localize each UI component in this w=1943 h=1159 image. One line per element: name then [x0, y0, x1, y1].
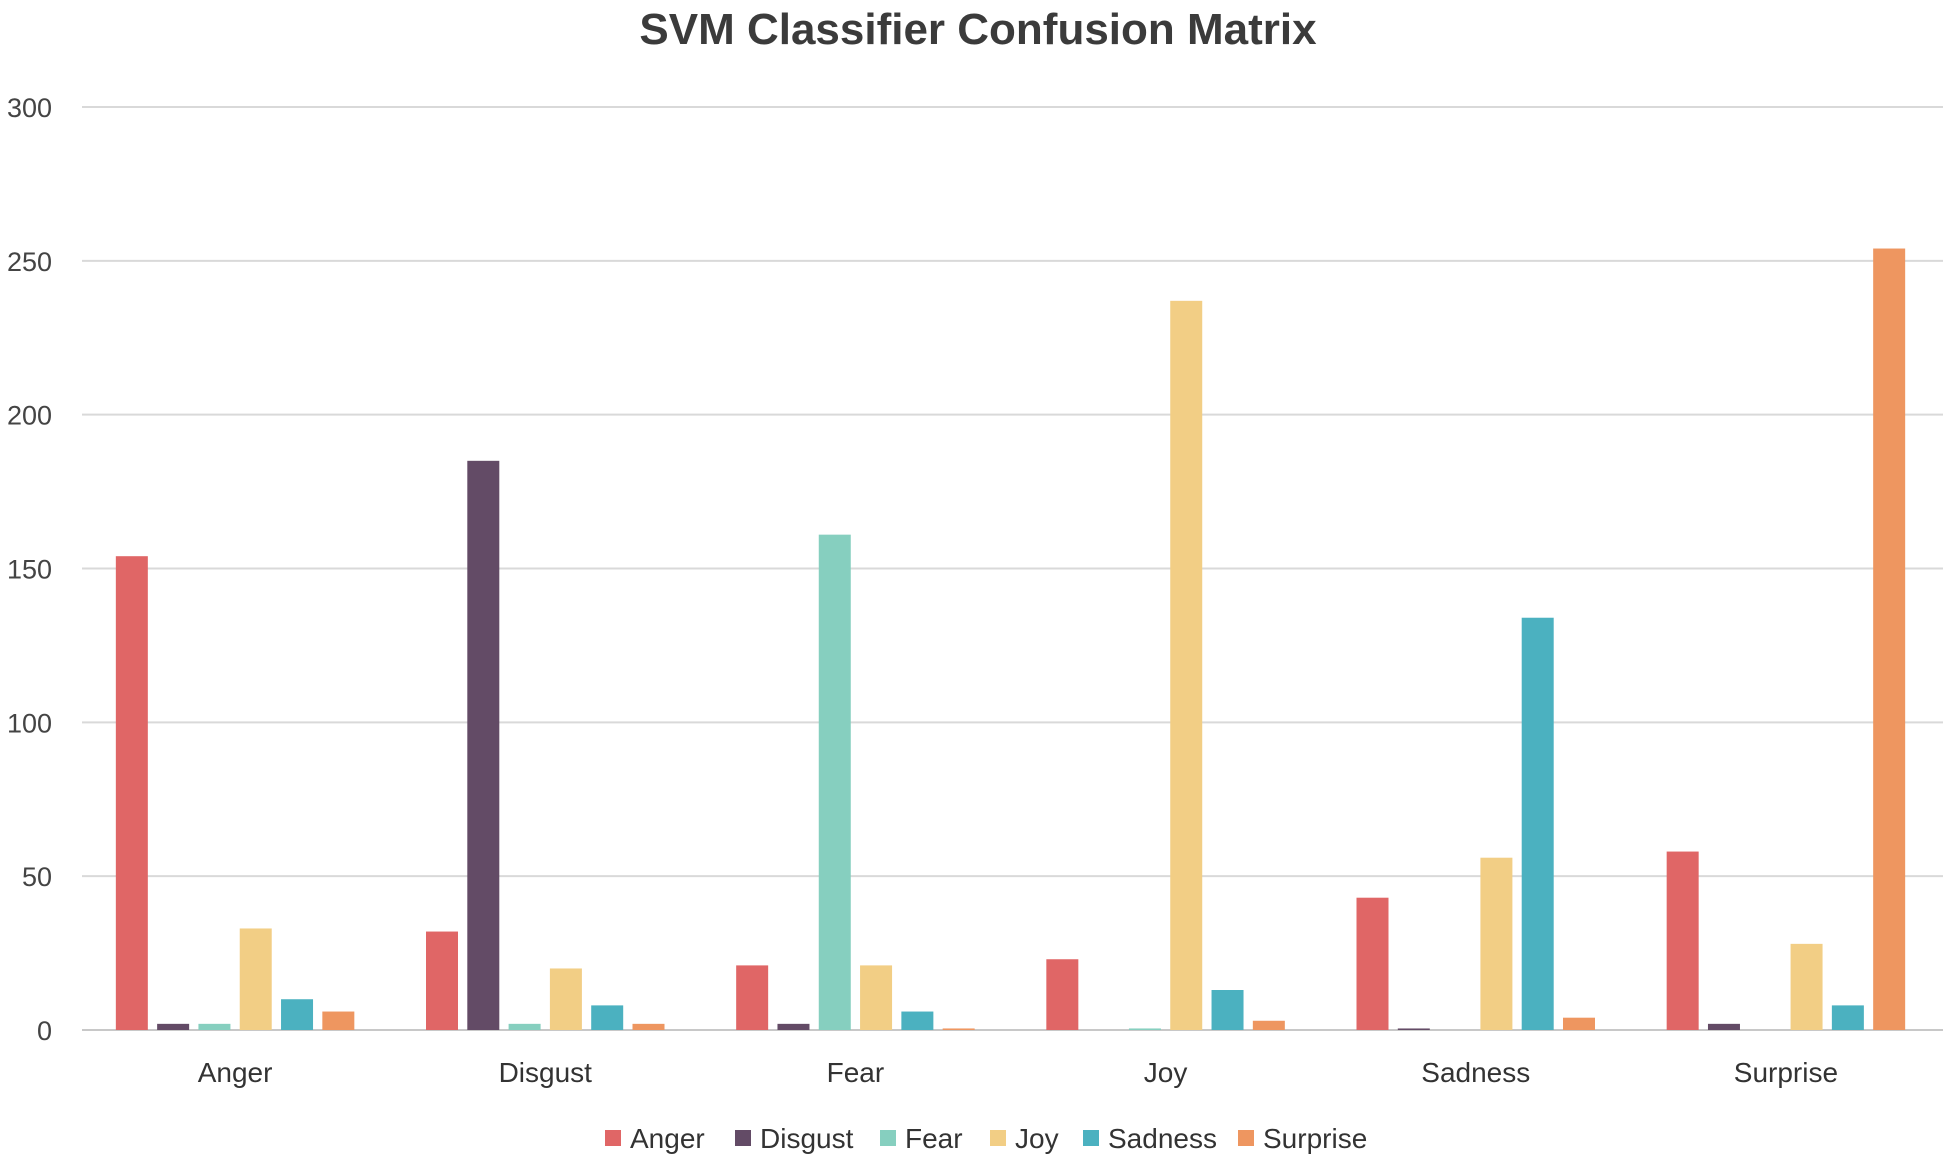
legend-swatch-surprise: [1238, 1130, 1254, 1146]
legend-label-disgust: Disgust: [760, 1123, 854, 1154]
bar-joy-fear: [1128, 1028, 1161, 1030]
grid: 0 50 100 150 200 250 300: [7, 93, 1943, 1046]
bar-anger-joy: [239, 928, 272, 1030]
bar-sadness-anger: [1356, 897, 1389, 1030]
bar-disgust-anger: [426, 931, 458, 1030]
bar-anger-anger: [115, 556, 148, 1030]
bar-surprise-sadness: [1831, 1005, 1864, 1030]
bar-disgust-fear: [508, 1023, 541, 1030]
bar-disgust-surprise: [632, 1023, 665, 1030]
bars: [115, 248, 1906, 1031]
legend-label-fear: Fear: [905, 1123, 963, 1154]
y-tick-label: 300: [7, 93, 52, 123]
bar-sadness-sadness: [1521, 617, 1554, 1030]
bar-disgust-disgust: [467, 460, 500, 1031]
bar-surprise-joy: [1790, 943, 1823, 1030]
x-tick-label: Sadness: [1421, 1057, 1530, 1088]
bar-joy-sadness: [1211, 990, 1244, 1030]
bar-surprise-anger: [1666, 851, 1699, 1030]
legend: Anger Disgust Fear Joy Sadness Surprise: [605, 1123, 1367, 1154]
x-tick-label: Joy: [1144, 1057, 1188, 1088]
bar-anger-sadness: [281, 999, 314, 1030]
bar-anger-fear: [198, 1023, 231, 1030]
bar-fear-fear: [818, 534, 851, 1030]
legend-swatch-disgust: [735, 1130, 751, 1146]
chart-title: SVM Classifier Confusion Matrix: [639, 5, 1317, 54]
y-tick-label: 150: [7, 555, 52, 585]
bar-anger-surprise: [322, 1011, 355, 1030]
bar-fear-joy: [860, 965, 893, 1030]
bar-disgust-sadness: [591, 1005, 624, 1030]
bar-sadness-surprise: [1563, 1017, 1595, 1030]
legend-swatch-anger: [605, 1130, 621, 1146]
bar-fear-anger: [736, 965, 769, 1030]
bar-disgust-joy: [549, 968, 582, 1030]
y-tick-label: 50: [22, 862, 52, 892]
y-tick-label: 0: [37, 1016, 52, 1046]
bar-joy-surprise: [1252, 1020, 1285, 1030]
y-tick-label: 100: [7, 708, 52, 738]
x-tick-label: Fear: [827, 1057, 885, 1088]
legend-swatch-joy: [990, 1130, 1006, 1146]
bar-surprise-disgust: [1707, 1023, 1740, 1030]
bar-surprise-surprise: [1873, 248, 1906, 1030]
bar-fear-disgust: [777, 1023, 810, 1030]
bar-joy-joy: [1170, 300, 1203, 1031]
x-axis: Anger Disgust Fear Joy Sadness Surprise: [198, 1057, 1838, 1088]
x-tick-label: Disgust: [499, 1057, 593, 1088]
legend-swatch-sadness: [1083, 1130, 1099, 1146]
legend-label-anger: Anger: [630, 1123, 705, 1154]
bar-fear-surprise: [942, 1028, 975, 1030]
legend-swatch-fear: [880, 1130, 896, 1146]
bar-anger-disgust: [157, 1023, 190, 1030]
x-tick-label: Surprise: [1734, 1057, 1838, 1088]
legend-label-surprise: Surprise: [1263, 1123, 1367, 1154]
legend-label-sadness: Sadness: [1108, 1123, 1217, 1154]
bar-joy-anger: [1046, 959, 1079, 1030]
y-tick-label: 250: [7, 247, 52, 277]
x-tick-label: Anger: [198, 1057, 273, 1088]
bar-sadness-disgust: [1397, 1028, 1430, 1030]
bar-sadness-joy: [1480, 857, 1513, 1030]
bar-fear-sadness: [901, 1011, 934, 1030]
legend-label-joy: Joy: [1015, 1123, 1059, 1154]
y-tick-label: 200: [7, 401, 52, 431]
